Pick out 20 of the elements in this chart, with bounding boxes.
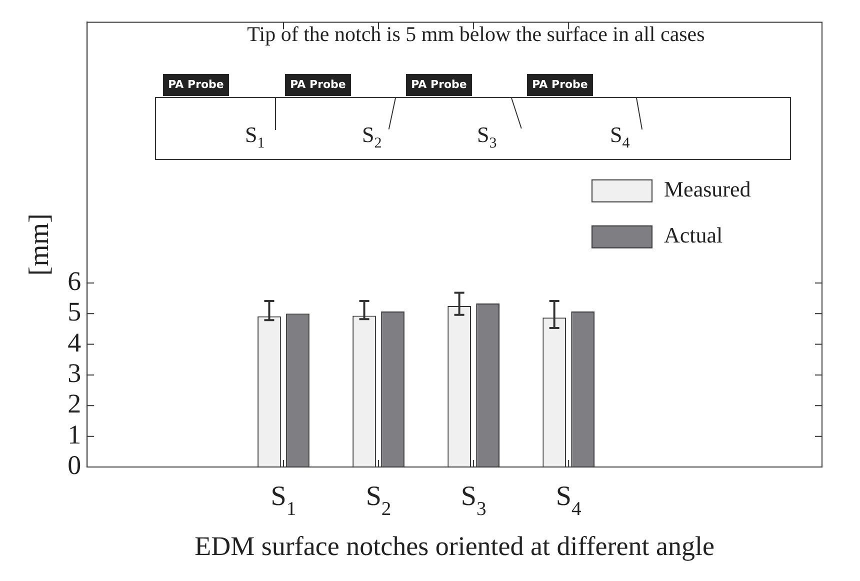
chart-title: Tip of the notch is 5 mm below the surface in all cases [246,22,706,47]
y-tick-label: 3 [68,358,82,388]
annotation: PA Probe [527,74,593,96]
annotation: PA Probe [285,74,351,96]
annotation: PA Probe [163,74,229,96]
y-tick-label: 1 [68,419,82,450]
annotation: PA Probe [406,74,472,96]
y-tick-label: 2 [68,388,82,419]
legend-label: Measured [664,176,751,202]
y-tick-label: 6 [68,266,82,296]
x-tick-label: S$_{2}$ [362,122,382,152]
y-tick-label: 4 [68,327,82,358]
x-axis-title: EDM surface notches oriented at different angle [194,531,714,561]
x-tick-label: S$_{4}$ [610,122,630,152]
y-axis-title: [mm] [24,213,56,276]
x-tick-label: S$_{3}$ [477,122,497,152]
y-tick-label: 0 [68,450,82,480]
legend-label: Actual [664,222,723,248]
y-tick-label: 5 [68,296,82,327]
x-tick-label: S$_{1}$ [245,122,265,152]
